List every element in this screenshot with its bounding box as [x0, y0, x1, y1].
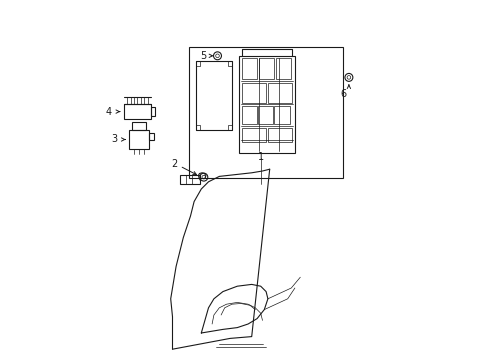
Bar	[196, 61, 200, 66]
Bar	[196, 125, 200, 130]
Bar	[196, 61, 231, 130]
Text: 1: 1	[257, 152, 263, 162]
Bar	[227, 61, 231, 66]
Bar	[239, 56, 294, 153]
Bar	[129, 130, 149, 149]
Bar	[227, 125, 231, 130]
Bar	[258, 58, 273, 79]
Bar	[274, 106, 289, 124]
Bar	[132, 122, 146, 130]
Text: 5: 5	[200, 51, 206, 61]
Bar	[179, 175, 199, 184]
Bar	[242, 83, 266, 103]
Text: 3: 3	[111, 135, 117, 144]
Bar	[242, 106, 257, 124]
Bar	[275, 58, 290, 79]
Bar	[188, 47, 343, 178]
Bar	[258, 106, 273, 124]
Bar	[242, 128, 266, 142]
Bar	[267, 83, 291, 103]
Text: 2: 2	[171, 159, 177, 169]
Bar	[123, 104, 151, 119]
Bar	[151, 107, 155, 116]
Text: 6: 6	[340, 89, 346, 99]
Text: 4: 4	[106, 107, 112, 117]
Bar	[149, 133, 154, 140]
Bar	[267, 128, 291, 142]
Bar	[242, 58, 257, 79]
